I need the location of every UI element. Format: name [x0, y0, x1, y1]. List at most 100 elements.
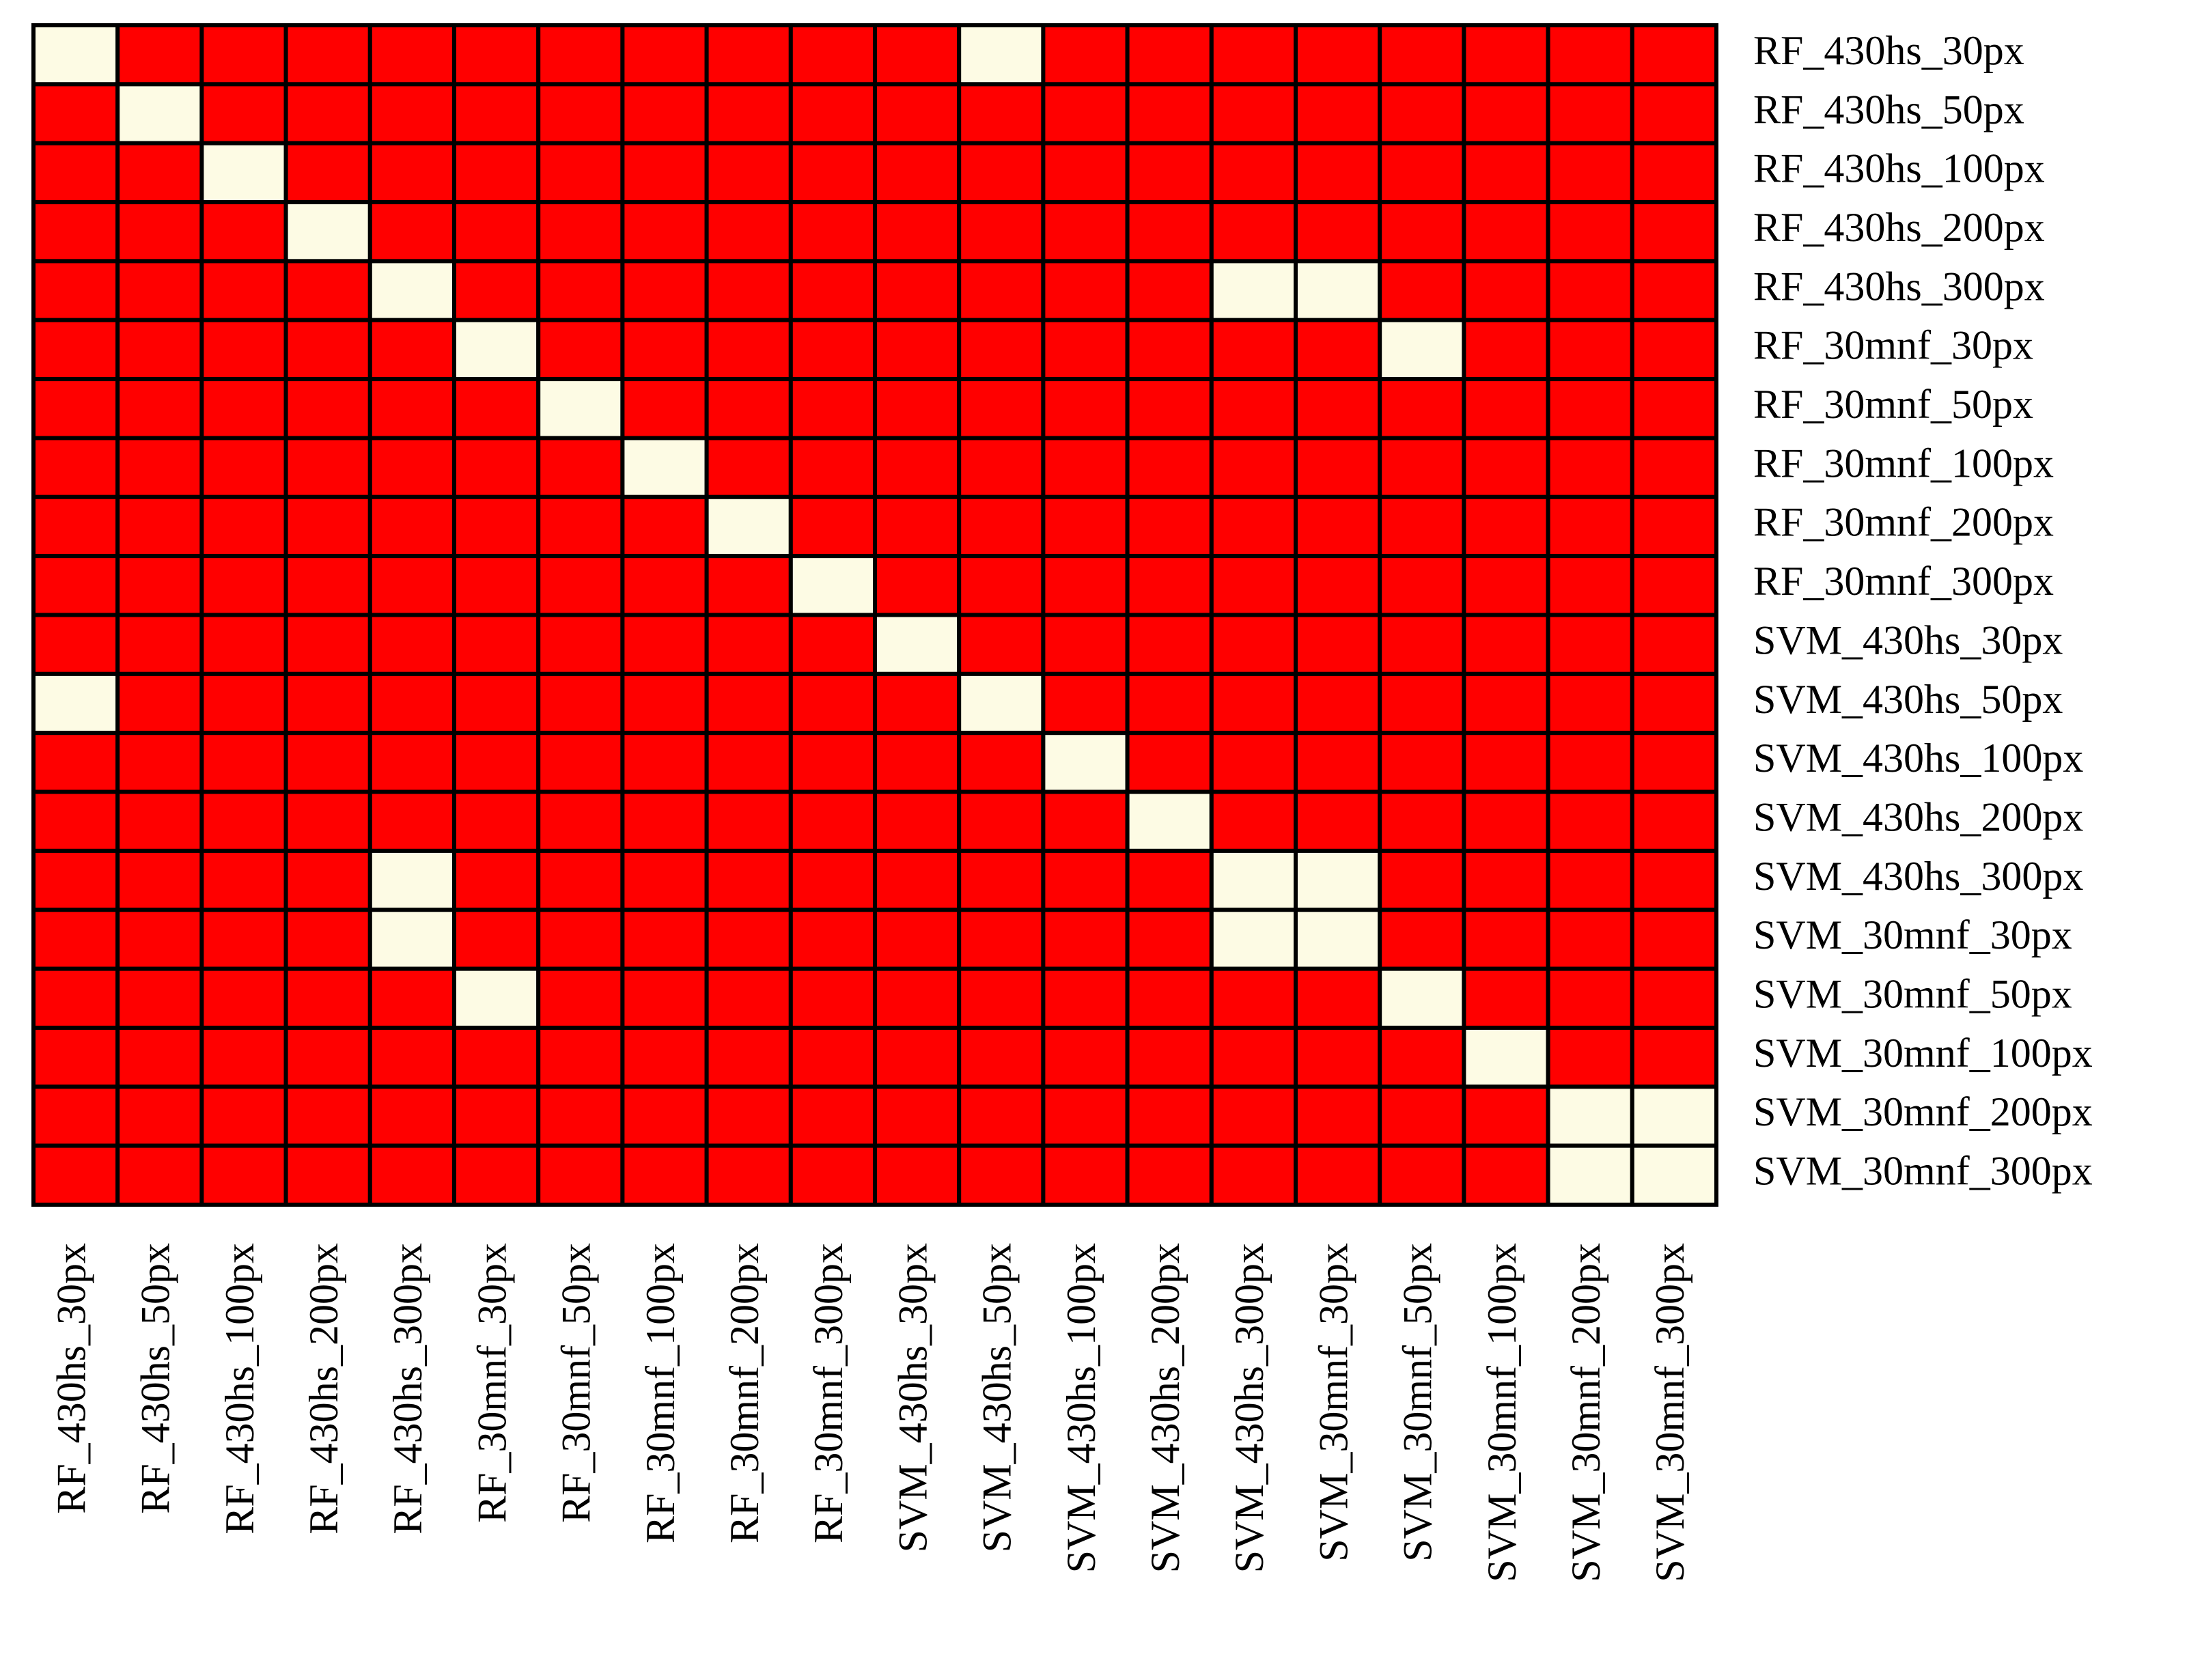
heatmap-cell [873, 200, 962, 264]
heatmap-cell [31, 731, 120, 794]
heatmap-cell [452, 82, 541, 145]
heatmap-cell [1209, 494, 1298, 559]
heatmap-cell [115, 200, 204, 264]
heatmap-cell [31, 1084, 120, 1148]
heatmap-cell [1209, 436, 1298, 499]
heatmap-cell [873, 259, 962, 322]
heatmap-cell [1546, 908, 1634, 971]
heatmap-cell [957, 671, 1046, 736]
heatmap-cell [704, 1143, 793, 1207]
heatmap-cell [31, 377, 120, 440]
heatmap-cell [788, 318, 878, 382]
heatmap-cell [452, 23, 541, 87]
heatmap-cell [620, 318, 709, 382]
heatmap-cell [957, 200, 1046, 264]
heatmap-cell [1294, 259, 1382, 322]
heatmap-cell [115, 259, 204, 322]
heatmap-cell [283, 966, 372, 1030]
heatmap-cell [199, 377, 288, 440]
heatmap-cell [1546, 23, 1634, 87]
heatmap-cell [1294, 141, 1382, 205]
heatmap-cell [1041, 731, 1130, 794]
heatmap-cell [788, 554, 878, 617]
heatmap-cell [452, 966, 541, 1030]
heatmap-cell [788, 200, 878, 264]
heatmap-cell [873, 671, 962, 736]
heatmap-cell [199, 1143, 288, 1207]
heatmap-cell [1546, 966, 1634, 1030]
heatmap-cell [536, 671, 625, 736]
heatmap-cell [1462, 1143, 1550, 1207]
heatmap-cell [31, 613, 120, 676]
heatmap-cell [115, 731, 204, 794]
heatmap-cell [115, 1084, 204, 1148]
heatmap-cell [199, 731, 288, 794]
heatmap-cell [367, 731, 456, 794]
heatmap-cell [536, 1084, 625, 1148]
heatmap-cell [31, 82, 120, 145]
heatmap-cell [1630, 259, 1719, 322]
heatmap-cell [1294, 494, 1382, 559]
heatmap-cell [873, 1143, 962, 1207]
heatmap-cell [31, 554, 120, 617]
heatmap-cell [115, 82, 204, 145]
heatmap-cell [957, 23, 1046, 87]
heatmap-cell [367, 908, 456, 971]
heatmap-cell [1125, 671, 1214, 736]
heatmap-cell [704, 966, 793, 1030]
row-label: SVM_430hs_30px [1753, 617, 2063, 662]
heatmap-cell [620, 1143, 709, 1207]
heatmap-cell [704, 848, 793, 912]
heatmap-cell [1462, 23, 1550, 87]
heatmap-cell [1546, 1025, 1634, 1089]
heatmap-cell [873, 848, 962, 912]
heatmap-cell [957, 731, 1046, 794]
heatmap-cell [873, 789, 962, 853]
heatmap-cell [704, 554, 793, 617]
heatmap-cell [1041, 966, 1130, 1030]
heatmap-cell [1125, 377, 1214, 440]
heatmap-cell [452, 554, 541, 617]
heatmap-cell [1546, 318, 1634, 382]
heatmap-cell [1378, 613, 1466, 676]
heatmap-cell [1546, 200, 1634, 264]
heatmap-cell [873, 82, 962, 145]
heatmap-cell [367, 141, 456, 205]
heatmap-cell [873, 1025, 962, 1089]
heatmap-cell [1546, 789, 1634, 853]
heatmap-cell [1630, 966, 1719, 1030]
row-label: SVM_30mnf_200px [1753, 1089, 2093, 1134]
heatmap-cell [1041, 613, 1130, 676]
heatmap-cell [1294, 789, 1382, 853]
heatmap-cell [788, 1143, 878, 1207]
heatmap-cell [1294, 671, 1382, 736]
row-label: SVM_30mnf_50px [1753, 972, 2072, 1017]
column-label: RF_30mnf_100px [638, 1243, 683, 1543]
row-label: RF_30mnf_300px [1753, 559, 2054, 604]
heatmap-cell [704, 377, 793, 440]
heatmap-cell [620, 1084, 709, 1148]
heatmap-cell [1125, 141, 1214, 205]
column-label: SVM_30mnf_100px [1479, 1243, 1524, 1582]
heatmap-cell [283, 436, 372, 499]
column-label: SVM_30mnf_30px [1311, 1243, 1356, 1562]
heatmap-cell [704, 494, 793, 559]
heatmap-cell [367, 789, 456, 853]
heatmap-cell [1378, 318, 1466, 382]
heatmap-cell [367, 966, 456, 1030]
heatmap-cell [704, 671, 793, 736]
heatmap-cell [283, 908, 372, 971]
heatmap-cell [1125, 613, 1214, 676]
heatmap-cell [1125, 554, 1214, 617]
heatmap-cell [1041, 259, 1130, 322]
heatmap-cell [873, 908, 962, 971]
heatmap-cell [452, 671, 541, 736]
heatmap-cell [452, 789, 541, 853]
heatmap-cell [452, 1084, 541, 1148]
heatmap-cell [1041, 436, 1130, 499]
heatmap-cell [1546, 494, 1634, 559]
heatmap-cell [620, 82, 709, 145]
heatmap-cell [620, 731, 709, 794]
heatmap-cell [1041, 1025, 1130, 1089]
heatmap-cell [873, 436, 962, 499]
